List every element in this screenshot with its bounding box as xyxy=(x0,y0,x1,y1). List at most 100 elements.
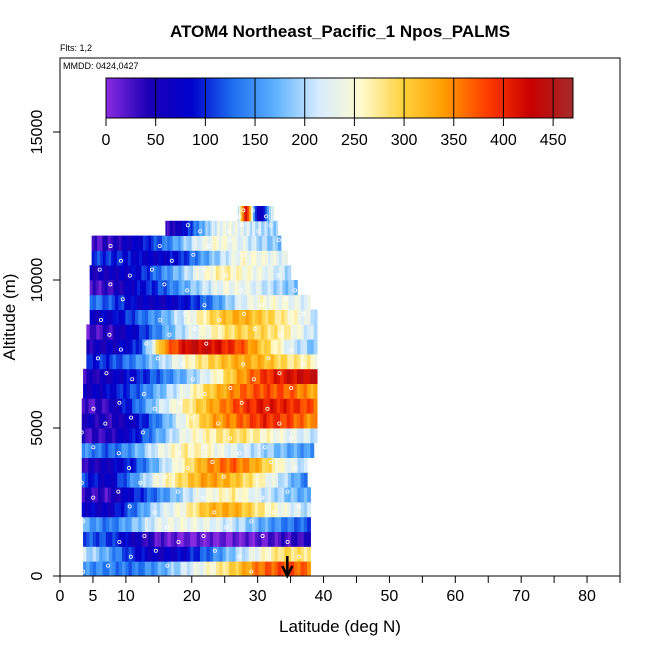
heatmap-cell xyxy=(190,546,195,562)
heatmap-cell xyxy=(313,354,318,370)
heatmap-cell xyxy=(97,235,101,251)
heatmap-cell xyxy=(165,354,170,370)
heatmap-cell xyxy=(204,472,208,488)
heatmap-cell xyxy=(125,354,130,370)
heatmap-cell xyxy=(122,413,127,429)
observation-point xyxy=(163,474,168,479)
heatmap-cell xyxy=(91,398,96,414)
heatmap-cell xyxy=(135,561,139,577)
heatmap-cell xyxy=(133,368,138,384)
heatmap-cell xyxy=(191,354,196,370)
heatmap-cell xyxy=(264,354,269,370)
heatmap-cell xyxy=(276,383,281,399)
heatmap-cell xyxy=(109,324,114,340)
heatmap-cell xyxy=(208,220,211,236)
heatmap-cell xyxy=(120,472,125,488)
heatmap-cell xyxy=(226,428,231,444)
heatmap-cell xyxy=(107,472,112,488)
heatmap-cell xyxy=(210,383,214,399)
heatmap-cell xyxy=(232,561,237,577)
heatmap-cell xyxy=(210,457,215,473)
heatmap-cell xyxy=(286,383,291,399)
heatmap-cell xyxy=(107,457,112,473)
heatmap-cell xyxy=(194,442,199,458)
heatmap-cell xyxy=(186,531,191,547)
heatmap-cell xyxy=(199,235,203,251)
heatmap-cell xyxy=(192,428,197,444)
heatmap-cell xyxy=(300,442,305,458)
heatmap-cell xyxy=(227,442,232,458)
heatmap-cell xyxy=(192,250,196,266)
heatmap-cell xyxy=(168,339,173,355)
heatmap-cell xyxy=(267,220,271,236)
heatmap-cell xyxy=(175,472,179,488)
heatmap-cell xyxy=(283,413,288,429)
heatmap-cell xyxy=(109,354,114,370)
heatmap-cell xyxy=(169,398,174,414)
heatmap-cell xyxy=(136,368,141,384)
heatmap-cell xyxy=(264,235,268,251)
heatmap-cell xyxy=(134,442,139,458)
heatmap-cell xyxy=(236,368,241,384)
heatmap-cell xyxy=(105,398,110,414)
heatmap-cell xyxy=(284,250,288,266)
heatmap-cell xyxy=(226,383,231,399)
heatmap-cell xyxy=(92,265,96,281)
heatmap-cell xyxy=(296,428,301,444)
observation-point xyxy=(95,356,100,361)
heatmap-cell xyxy=(230,442,235,458)
heatmap-cell xyxy=(275,235,279,251)
heatmap-cell xyxy=(256,220,259,236)
heatmap-cell xyxy=(253,383,258,399)
heatmap-cell xyxy=(258,561,263,577)
heatmap-cell xyxy=(284,457,289,473)
heatmap-cell xyxy=(224,265,229,281)
colorbar-tick-label: 0 xyxy=(102,132,111,149)
heatmap-cell xyxy=(242,531,247,547)
heatmap-cell xyxy=(231,220,234,236)
heatmap-cell xyxy=(258,516,263,532)
heatmap-cell xyxy=(239,472,244,488)
heatmap-cell xyxy=(141,442,146,458)
heatmap-cell xyxy=(284,324,288,340)
heatmap-cell xyxy=(177,531,182,547)
heatmap-cell xyxy=(242,546,247,562)
observation-point xyxy=(128,554,133,559)
heatmap-cell xyxy=(235,516,240,532)
heatmap-cell xyxy=(88,428,93,444)
heatmap-cell xyxy=(246,383,251,399)
heatmap-cell xyxy=(287,546,292,562)
heatmap-cell xyxy=(85,442,89,458)
heatmap-cell xyxy=(131,531,136,547)
heatmap-cell xyxy=(225,502,230,518)
heatmap-cell xyxy=(198,339,203,355)
heatmap-cell xyxy=(135,354,140,370)
heatmap-cell xyxy=(137,280,141,296)
heatmap-cell xyxy=(105,561,110,577)
heatmap-cell xyxy=(158,354,163,370)
heatmap-cell xyxy=(99,368,104,384)
heatmap-cell xyxy=(110,472,115,488)
heatmap-cell xyxy=(212,516,217,532)
heatmap-cell xyxy=(172,235,176,251)
heatmap-cell xyxy=(310,354,315,370)
heatmap-cell xyxy=(228,250,232,266)
heatmap-cell xyxy=(266,428,271,444)
heatmap-cell xyxy=(300,546,305,562)
heatmap-cell xyxy=(169,487,174,503)
heatmap-cell xyxy=(297,516,302,532)
heatmap-cell xyxy=(304,294,308,310)
heatmap-cell xyxy=(141,531,146,547)
heatmap-cell xyxy=(142,235,147,251)
heatmap-cell xyxy=(235,487,240,503)
heatmap-cell xyxy=(195,428,200,444)
heatmap-cell xyxy=(303,309,308,325)
heatmap-cell xyxy=(137,235,141,251)
heatmap-cell xyxy=(113,235,117,251)
heatmap-cell xyxy=(189,502,194,518)
heatmap-cell xyxy=(125,324,130,340)
heatmap-cell xyxy=(294,502,298,518)
heatmap-cell xyxy=(225,294,229,310)
heatmap-cell xyxy=(175,398,180,414)
heatmap-cell xyxy=(242,250,246,266)
